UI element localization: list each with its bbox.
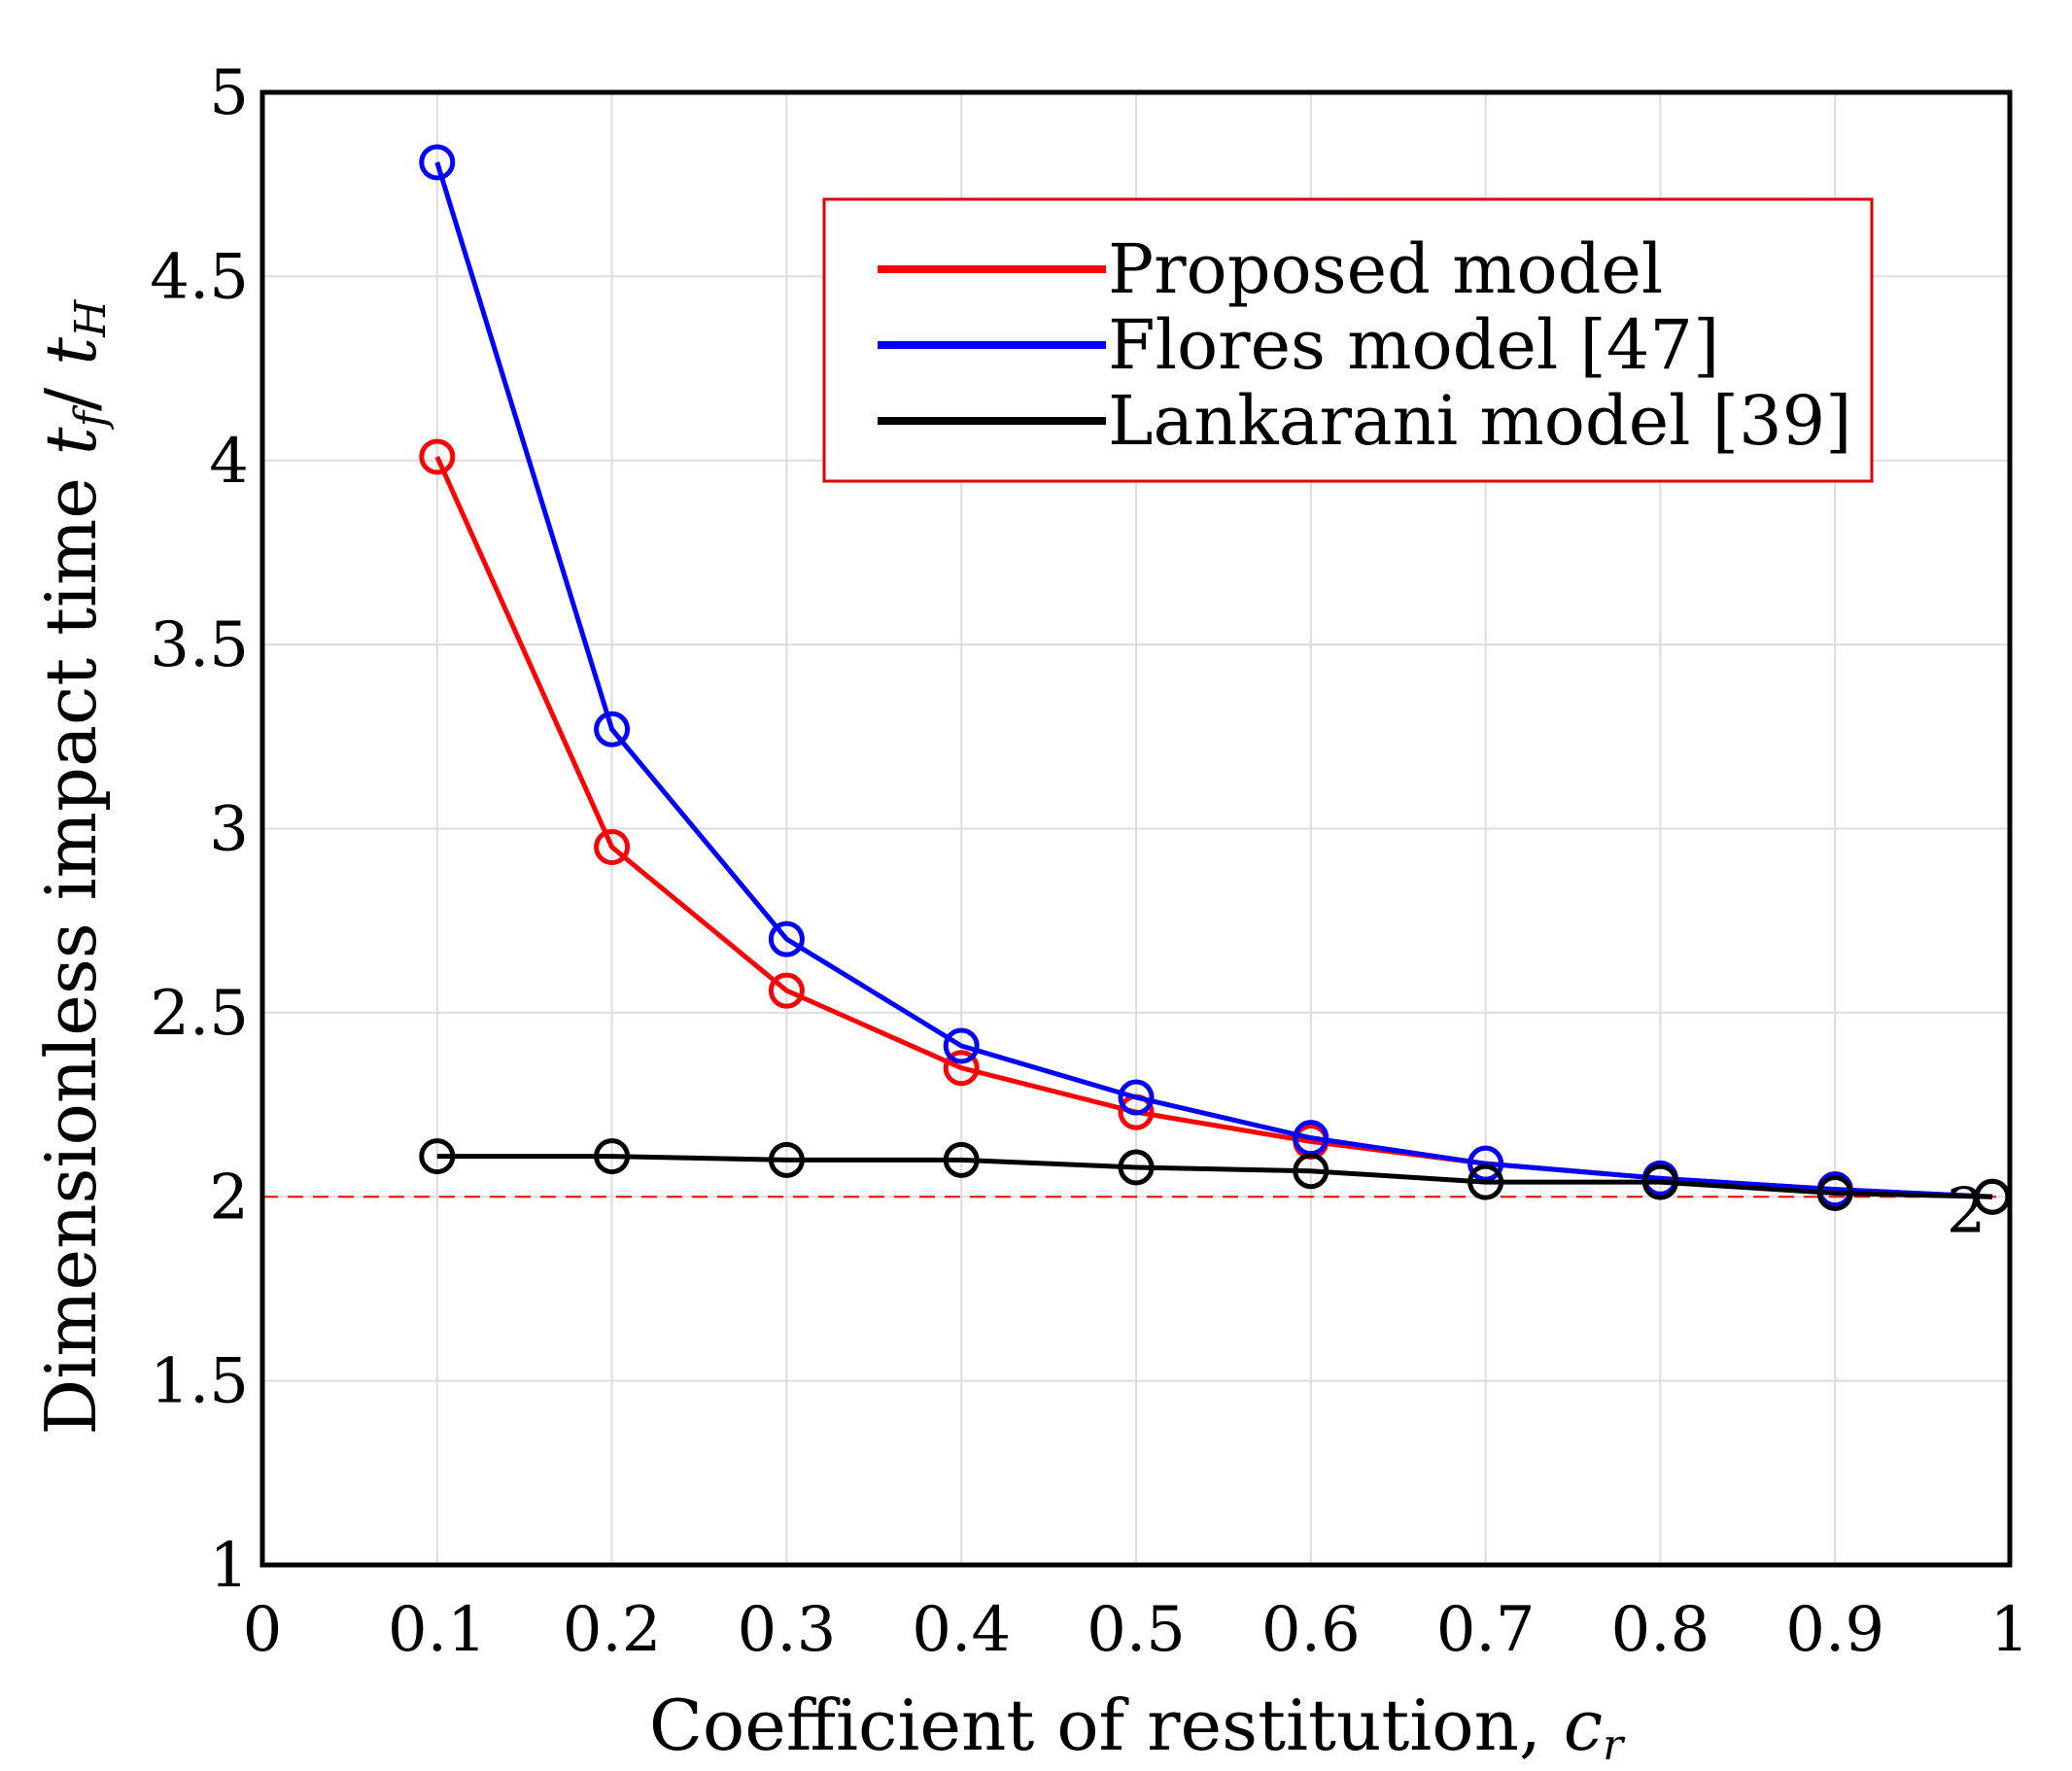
x-tick-label: 0.3	[738, 1594, 837, 1666]
y-axis-title-sep: /	[30, 365, 112, 411]
x-tick-label: 1	[1990, 1594, 2030, 1666]
y-tick-label: 4	[209, 426, 249, 498]
y-axis-title-den-sub: H	[66, 298, 116, 338]
y-tick-label: 5	[209, 57, 249, 129]
data-point-marker	[1816, 1174, 1853, 1211]
data-point-marker	[419, 438, 456, 475]
x-tick-label: 0.1	[388, 1594, 487, 1666]
legend-label: Proposed model	[1108, 229, 1663, 309]
x-axis-title-sub: r	[1603, 1720, 1626, 1770]
y-tick-label: 3.5	[150, 609, 249, 681]
annotation-label: 2	[1947, 1175, 1986, 1247]
data-point-marker	[1468, 1145, 1504, 1182]
data-point-marker	[594, 1138, 631, 1175]
plot-frame	[259, 89, 2013, 1568]
x-tick-label: 0.9	[1785, 1594, 1884, 1666]
y-axis-title-num: t	[30, 426, 112, 455]
data-point-marker	[419, 144, 456, 181]
data-point-marker	[594, 828, 631, 865]
data-point-marker	[768, 972, 805, 1009]
x-axis-title: Coefficient of restitution, cr	[649, 1684, 1626, 1770]
y-tick-label: 2	[209, 1162, 249, 1233]
data-point-marker	[1118, 1149, 1155, 1186]
data-point-marker	[943, 1141, 980, 1178]
data-point-marker	[768, 920, 805, 957]
y-tick-label: 3	[209, 794, 249, 866]
data-point-marker	[768, 1141, 805, 1178]
y-axis-title-text: Dimensionless impact time	[30, 455, 112, 1435]
legend-label: Lankarani model [39]	[1108, 381, 1851, 461]
series-line	[436, 1154, 1993, 1199]
y-tick-label: 1	[209, 1530, 249, 1602]
x-tick-label: 0.6	[1261, 1594, 1361, 1666]
x-tick-label: 0.8	[1611, 1594, 1710, 1666]
x-tick-label: 0.4	[912, 1594, 1011, 1666]
x-tick-label: 0	[243, 1594, 283, 1666]
data-point-marker	[1641, 1163, 1678, 1200]
x-tick-label: 0.2	[563, 1594, 662, 1666]
y-axis-title: Dimensionless impact time tf/ tH	[30, 298, 116, 1436]
data-point-marker	[419, 1138, 456, 1175]
legend-label: Flores model [47]	[1108, 305, 1719, 385]
x-tick-label: 0.7	[1436, 1594, 1536, 1666]
data-point-marker	[943, 1027, 980, 1064]
x-axis-title-var: c	[1564, 1684, 1603, 1766]
x-tick-label: 0.5	[1087, 1594, 1186, 1666]
y-tick-label: 1.5	[150, 1346, 249, 1418]
data-point-marker	[594, 711, 631, 747]
y-tick-label: 2.5	[150, 978, 249, 1050]
series-lankarani-model-39	[419, 1138, 2011, 1215]
y-tick-label: 4.5	[150, 241, 249, 313]
series-layer	[419, 144, 2011, 1215]
data-point-marker	[1118, 1079, 1155, 1116]
y-axis-ticks: 1 1.5 2 2.5 3 3.5 4 4.5 5	[150, 57, 249, 1602]
data-point-marker	[1468, 1163, 1504, 1200]
x-axis-title-text: Coefficient of restitution,	[649, 1684, 1564, 1766]
data-point-marker	[943, 1050, 980, 1087]
legend-box	[822, 197, 1874, 483]
data-point-marker	[1293, 1153, 1330, 1190]
y-axis-title-den: t	[30, 336, 112, 365]
x-axis-ticks: 0 0.1 0.2 0.3 0.4 0.5 0.6 0.7 0.8 0.9 1	[243, 1594, 2030, 1666]
series-line	[434, 161, 1993, 1199]
